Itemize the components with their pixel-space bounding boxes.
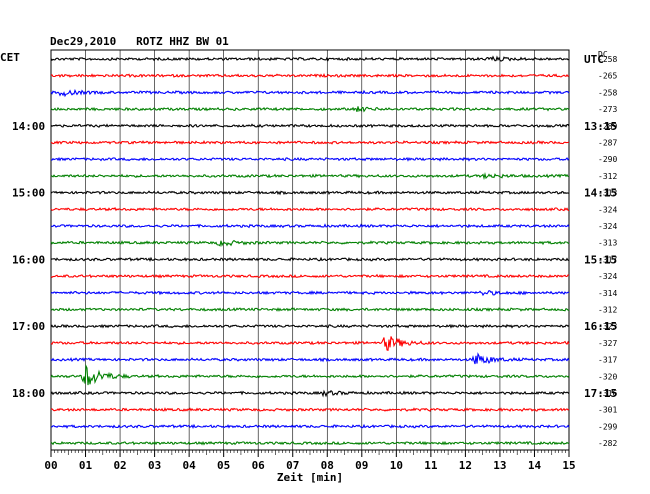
x-tick-label: 09 <box>355 459 368 472</box>
seismic-trace <box>50 440 570 446</box>
right-hour-label: UTC <box>584 53 604 66</box>
dc-offset-label: -324 <box>598 272 617 281</box>
x-tick-label: 08 <box>321 459 334 472</box>
seismic-trace <box>50 172 570 181</box>
seismic-trace <box>50 423 570 430</box>
dc-offset-label: -317 <box>598 255 617 264</box>
chart-title: Dec29,2010 ROTZ HHZ BW 01 <box>50 35 229 48</box>
seismic-trace <box>50 190 570 196</box>
x-tick-label: 04 <box>183 459 197 472</box>
x-tick-label: 10 <box>390 459 403 472</box>
dc-offset-label: -301 <box>598 406 617 415</box>
seismic-trace <box>51 156 570 162</box>
x-tick-label: 03 <box>148 459 161 472</box>
x-tick-label: 12 <box>459 459 472 472</box>
x-tick-label: 06 <box>252 459 266 472</box>
dc-offset-label: -299 <box>598 422 617 431</box>
dc-offset-label: -265 <box>598 72 617 81</box>
dc-offset-label: -324 <box>598 222 617 231</box>
left-hour-label: 16:00 <box>12 253 45 266</box>
left-timezone-label: CET <box>0 51 20 64</box>
dc-offset-label: -312 <box>598 306 617 315</box>
dc-offset-label: -273 <box>598 105 617 114</box>
seismic-trace <box>50 352 570 365</box>
seismic-trace <box>50 256 570 263</box>
right-hour-label: 15:15 <box>584 253 617 266</box>
seismic-trace <box>50 407 570 412</box>
x-tick-label: 15 <box>562 459 575 472</box>
seismic-trace <box>50 55 570 62</box>
right-hour-label: 17:15 <box>584 387 617 400</box>
dc-offset-label: -289 <box>598 122 617 131</box>
seismic-trace <box>50 223 570 229</box>
x-axis-label: Zeit [min] <box>277 471 343 484</box>
dc-offset-label: -258 <box>598 55 617 64</box>
axis-labels: 00 01 02 03 04 05 06 07 08 09 10 11 12 13 14 15 -258 -265… <box>12 53 617 472</box>
dc-offset-label: -287 <box>598 139 617 148</box>
dc-offset-label: -316 <box>598 389 617 398</box>
seismic-trace <box>50 123 570 129</box>
seismic-trace <box>50 139 570 145</box>
x-tick-label: 02 <box>113 459 126 472</box>
dc-label: DC <box>598 50 608 59</box>
dc-offset-label: -258 <box>598 88 617 97</box>
seismic-trace <box>50 389 570 398</box>
left-hour-label: 14:00 <box>12 120 45 133</box>
dc-offset-label: -324 <box>598 205 617 214</box>
seismic-traces <box>50 55 570 446</box>
dc-offset-label: -317 <box>598 356 617 365</box>
seismic-trace <box>50 239 570 247</box>
seismic-trace <box>50 336 570 352</box>
left-hour-label: 15:00 <box>12 187 45 200</box>
x-tick-label: 14 <box>528 459 542 472</box>
x-tick-label: 11 <box>424 459 438 472</box>
dc-offset-label: -313 <box>598 239 617 248</box>
dc-offset-label: -282 <box>598 439 617 448</box>
dc-offset-label: -327 <box>598 339 617 348</box>
x-tick-label: 13 <box>493 459 506 472</box>
seismic-trace <box>50 72 570 78</box>
seismic-trace <box>50 290 570 297</box>
x-tick-label: 07 <box>286 459 299 472</box>
dc-offset-label: -312 <box>598 172 617 181</box>
x-tick-label: 01 <box>79 459 93 472</box>
seismic-trace <box>50 106 570 113</box>
right-hour-label: 13:15 <box>584 120 617 133</box>
seismic-trace <box>50 206 570 212</box>
right-hour-label: 16:15 <box>584 320 617 333</box>
x-tick-label: 00 <box>44 459 57 472</box>
left-hour-label: 17:00 <box>12 320 45 333</box>
chart-grid <box>50 49 570 457</box>
x-tick-label: 05 <box>217 459 230 472</box>
dc-offset-label: -314 <box>598 289 617 298</box>
dc-offset-label: -313 <box>598 189 617 198</box>
left-hour-label: 18:00 <box>12 387 45 400</box>
seismic-trace <box>50 306 570 312</box>
dc-offset-label: -290 <box>598 155 617 164</box>
seismic-trace <box>50 273 570 279</box>
seismic-trace <box>50 363 570 386</box>
right-hour-label: 14:15 <box>584 187 617 200</box>
seismic-trace <box>50 323 570 329</box>
dc-offset-label: -320 <box>598 372 617 381</box>
seismic-trace <box>50 88 570 98</box>
dc-offset-label: -323 <box>598 322 617 331</box>
